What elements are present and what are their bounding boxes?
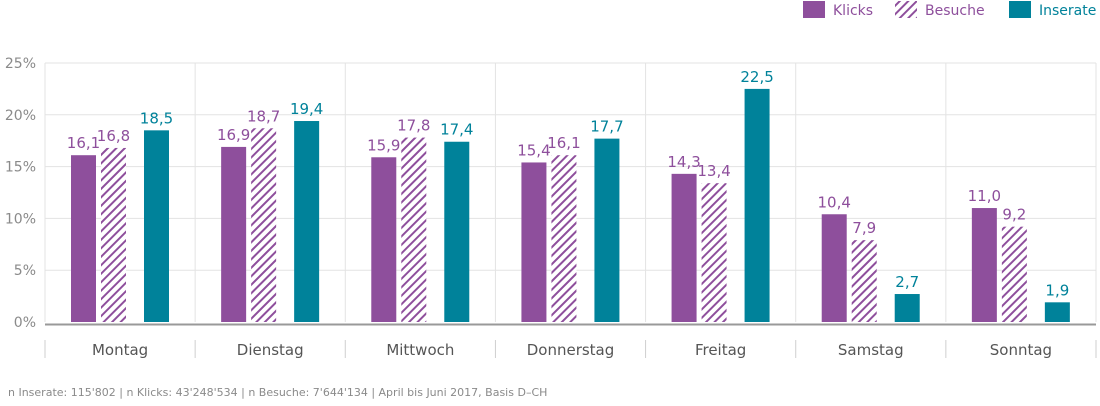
data-label: 16,1 (547, 134, 580, 152)
x-tick-label: Freitag (695, 341, 746, 359)
bar-besuche (251, 128, 277, 322)
bar-besuche (101, 147, 126, 322)
data-label: 22,5 (740, 68, 773, 86)
y-tick-label: 25% (5, 56, 36, 72)
bar-inserate (144, 130, 169, 322)
data-label: 19,4 (290, 100, 323, 118)
data-label: 18,5 (140, 109, 173, 127)
legend-swatch-besuche (895, 1, 917, 18)
x-tick-label: Donnerstag (527, 341, 615, 359)
legend-swatch-inserate (1009, 1, 1031, 18)
data-label: 1,9 (1045, 281, 1069, 299)
data-label: 16,8 (97, 127, 130, 145)
bar-besuche (551, 155, 577, 322)
bar-inserate (594, 138, 620, 322)
y-tick-label: 5% (14, 263, 36, 279)
data-label: 18,7 (247, 107, 280, 125)
data-label: 16,1 (67, 134, 100, 152)
bar-inserate (744, 88, 770, 323)
data-label: 13,4 (697, 162, 730, 180)
bar-besuche (1001, 226, 1027, 322)
data-label: 10,4 (818, 193, 851, 211)
x-tick-label: Dienstag (237, 341, 304, 359)
data-label: 15,9 (367, 136, 400, 154)
x-tick-label: Montag (92, 341, 148, 359)
data-label: 17,8 (397, 117, 430, 135)
legend-label-besuche: Besuche (925, 3, 985, 19)
x-tick-label: Sonntag (990, 341, 1052, 359)
data-label: 7,9 (852, 219, 876, 237)
legend-label-klicks: Klicks (833, 3, 873, 19)
data-label: 14,3 (667, 153, 700, 171)
data-label: 16,9 (217, 126, 250, 144)
data-label: 9,2 (1002, 206, 1026, 224)
bar-klicks (521, 162, 547, 322)
bar-besuche (701, 183, 727, 322)
bar-inserate (1044, 302, 1070, 322)
data-label: 15,4 (517, 141, 550, 159)
legend-label-inserate: Inserate (1039, 3, 1096, 19)
bar-klicks (821, 214, 847, 322)
bar-besuche (401, 137, 427, 322)
y-tick-label: 0% (14, 315, 36, 331)
data-label: 11,0 (968, 187, 1001, 205)
y-tick-label: 20% (5, 108, 36, 124)
bar-klicks (371, 157, 397, 322)
bar-klicks (221, 146, 247, 322)
y-tick-label: 10% (5, 211, 36, 227)
bar-klicks (971, 208, 997, 322)
x-tick-label: Samstag (838, 341, 904, 359)
bar-inserate (444, 141, 470, 322)
bar-inserate (894, 294, 920, 322)
bar-klicks (71, 155, 96, 322)
bar-klicks (671, 173, 697, 322)
bar-inserate (294, 121, 320, 323)
y-tick-label: 15% (5, 160, 36, 176)
data-label: 17,7 (590, 118, 623, 136)
x-tick-label: Mittwoch (386, 341, 454, 359)
data-label: 2,7 (895, 273, 919, 291)
data-label: 17,4 (440, 121, 473, 139)
bar-besuche (851, 240, 877, 322)
bar-chart: 0% 5% 10% 15% 20% 25% 16,1 16,9 15,9 15,4 14,3 10,4… (5, 1, 1097, 359)
legend-swatch-klicks (803, 1, 825, 18)
footnote: n Inserate: 115'802 | n Klicks: 43'248'5… (8, 386, 548, 399)
